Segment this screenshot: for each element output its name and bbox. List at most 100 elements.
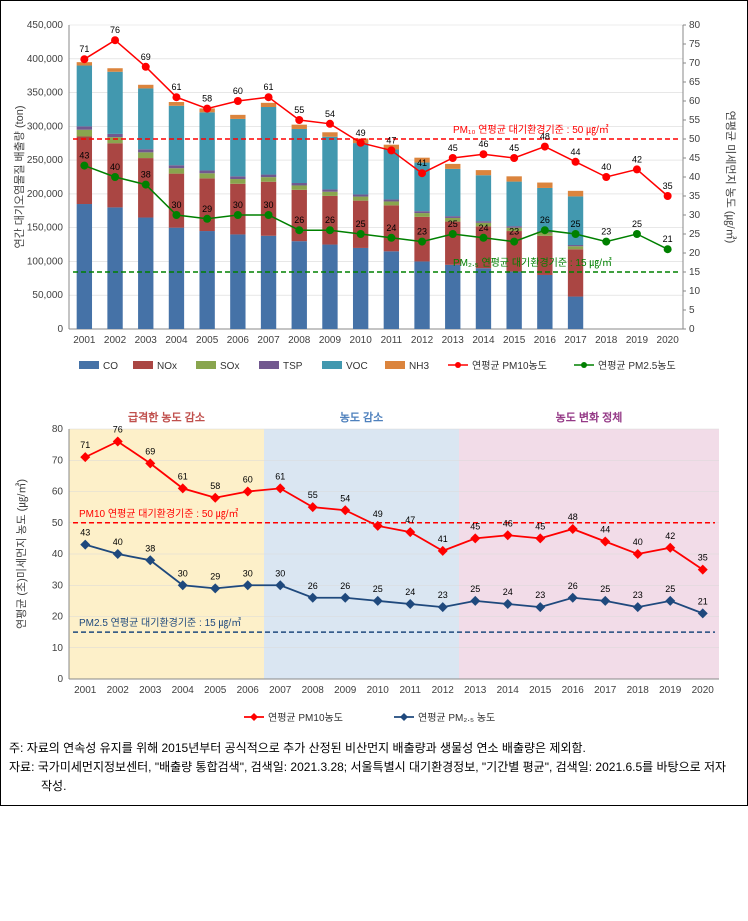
svg-text:10: 10	[52, 643, 64, 654]
svg-text:2014: 2014	[472, 335, 495, 346]
svg-text:48: 48	[568, 512, 578, 522]
svg-text:71: 71	[80, 440, 90, 450]
svg-text:46: 46	[478, 139, 488, 149]
svg-text:46: 46	[503, 518, 513, 528]
svg-text:61: 61	[264, 82, 274, 92]
svg-text:2002: 2002	[104, 335, 127, 346]
svg-text:2020: 2020	[692, 685, 715, 696]
svg-text:100,000: 100,000	[27, 256, 64, 267]
svg-text:25: 25	[356, 219, 366, 229]
svg-text:30: 30	[171, 200, 181, 210]
svg-text:23: 23	[535, 590, 545, 600]
svg-text:60: 60	[52, 487, 64, 498]
svg-text:2018: 2018	[595, 335, 618, 346]
svg-text:45: 45	[689, 153, 701, 164]
svg-text:2011: 2011	[399, 685, 421, 696]
svg-text:30: 30	[275, 568, 285, 578]
svg-text:44: 44	[571, 147, 581, 157]
svg-text:42: 42	[632, 154, 642, 164]
svg-text:2019: 2019	[659, 685, 682, 696]
svg-text:2009: 2009	[334, 685, 357, 696]
svg-text:연평균 PM₂.₅ 농도: 연평균 PM₂.₅ 농도	[418, 712, 495, 724]
svg-text:VOC: VOC	[346, 361, 368, 372]
svg-text:55: 55	[689, 115, 701, 126]
svg-text:25: 25	[632, 219, 642, 229]
svg-text:41: 41	[417, 158, 427, 168]
svg-text:60: 60	[689, 96, 701, 107]
svg-text:70: 70	[52, 455, 64, 466]
svg-text:450,000: 450,000	[27, 20, 64, 31]
svg-text:2016: 2016	[534, 335, 557, 346]
svg-text:30: 30	[178, 568, 188, 578]
svg-text:PM2.5 연평균 대기환경기준 : 15 ㎍/㎥: PM2.5 연평균 대기환경기준 : 15 ㎍/㎥	[79, 616, 241, 629]
svg-text:24: 24	[503, 587, 513, 597]
svg-text:25: 25	[665, 584, 675, 594]
svg-text:2008: 2008	[302, 685, 325, 696]
svg-text:NOx: NOx	[157, 361, 177, 372]
svg-text:2007: 2007	[269, 685, 292, 696]
svg-text:76: 76	[110, 25, 120, 35]
svg-text:60: 60	[233, 86, 243, 96]
svg-text:69: 69	[145, 446, 155, 456]
svg-text:47: 47	[405, 515, 415, 525]
svg-text:2019: 2019	[626, 335, 649, 346]
svg-text:45: 45	[448, 143, 458, 153]
svg-text:40: 40	[52, 549, 64, 560]
svg-text:55: 55	[308, 490, 318, 500]
svg-text:2012: 2012	[432, 685, 455, 696]
svg-text:25: 25	[600, 584, 610, 594]
svg-text:24: 24	[405, 587, 415, 597]
svg-text:25: 25	[373, 584, 383, 594]
svg-text:2005: 2005	[204, 685, 227, 696]
svg-text:2018: 2018	[627, 685, 650, 696]
svg-text:연간 대기오염물질 배출량 (ton): 연간 대기오염물질 배출량 (ton)	[13, 105, 26, 248]
svg-text:75: 75	[689, 39, 701, 50]
svg-text:연평균 PM10농도: 연평균 PM10농도	[268, 712, 343, 724]
svg-text:PM₁₀ 연평균 대기환경기준 : 50 ㎍/㎥: PM₁₀ 연평균 대기환경기준 : 50 ㎍/㎥	[453, 123, 609, 136]
svg-text:2020: 2020	[657, 335, 680, 346]
svg-text:70: 70	[689, 58, 701, 69]
svg-text:49: 49	[373, 509, 383, 519]
svg-text:48: 48	[540, 132, 550, 142]
svg-text:26: 26	[568, 581, 578, 591]
svg-text:38: 38	[145, 543, 155, 553]
svg-text:61: 61	[275, 471, 285, 481]
svg-text:농도 감소: 농도 감소	[340, 410, 384, 424]
svg-text:2010: 2010	[367, 685, 390, 696]
svg-text:2010: 2010	[350, 335, 373, 346]
svg-text:26: 26	[540, 215, 550, 225]
svg-text:농도 변화 정체: 농도 변화 정체	[556, 410, 623, 424]
svg-text:연평균 미세먼지 농도 (㎍/㎥): 연평균 미세먼지 농도 (㎍/㎥)	[724, 111, 737, 244]
svg-text:150,000: 150,000	[27, 223, 64, 234]
svg-text:35: 35	[663, 181, 673, 191]
svg-text:2001: 2001	[73, 335, 96, 346]
svg-text:10: 10	[689, 286, 701, 297]
svg-text:20: 20	[689, 248, 701, 259]
svg-text:61: 61	[178, 471, 188, 481]
svg-text:CO: CO	[103, 361, 118, 372]
svg-text:23: 23	[417, 227, 427, 237]
svg-text:45: 45	[470, 521, 480, 531]
svg-text:25: 25	[571, 219, 581, 229]
svg-text:2005: 2005	[196, 335, 219, 346]
svg-text:30: 30	[52, 580, 64, 591]
svg-text:2009: 2009	[319, 335, 342, 346]
note-line-2: 자료: 국가미세먼지정보센터, "배출량 통합검색", 검색일: 2021.3.…	[9, 758, 739, 796]
svg-text:76: 76	[113, 425, 123, 435]
svg-text:2013: 2013	[442, 335, 465, 346]
svg-text:2014: 2014	[497, 685, 520, 696]
note-line-1: 주: 자료의 연속성 유지를 위해 2015년부터 공식적으로 추가 산정된 비…	[9, 739, 739, 758]
svg-text:2016: 2016	[562, 685, 585, 696]
svg-text:69: 69	[141, 52, 151, 62]
svg-text:2015: 2015	[503, 335, 526, 346]
svg-text:40: 40	[689, 172, 701, 183]
svg-text:54: 54	[325, 109, 335, 119]
svg-text:54: 54	[340, 493, 350, 503]
svg-text:23: 23	[509, 227, 519, 237]
svg-text:50,000: 50,000	[32, 290, 63, 301]
concentration-trend-chart: 급격한 농도 감소농도 감소농도 변화 정체01020304050607080연…	[9, 399, 739, 729]
svg-text:2002: 2002	[107, 685, 130, 696]
emissions-concentration-chart: 050,000100,000150,000200,000250,000300,0…	[9, 9, 739, 389]
svg-text:45: 45	[509, 143, 519, 153]
svg-text:26: 26	[308, 581, 318, 591]
